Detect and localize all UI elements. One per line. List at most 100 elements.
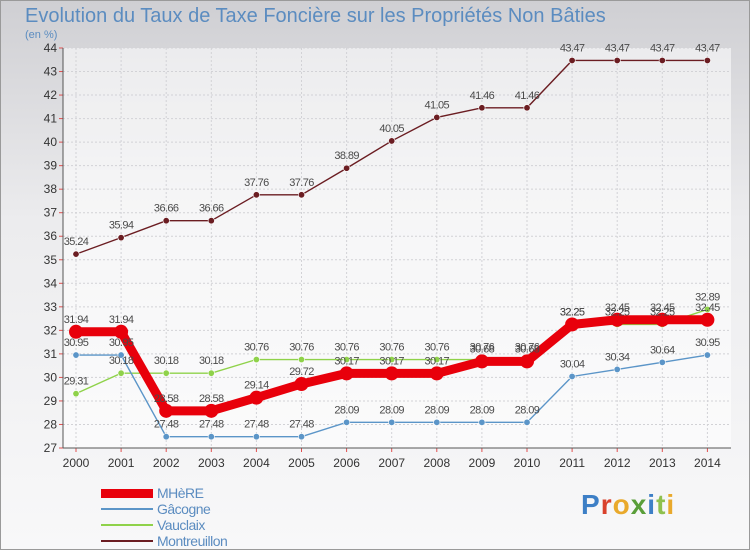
legend-label: Vauclaix <box>157 517 205 533</box>
data-label: 30.76 <box>379 342 404 354</box>
data-label: 38.89 <box>334 150 359 162</box>
point-series-1 <box>343 418 351 426</box>
point-series-1 <box>523 418 531 426</box>
legend-label: Montreuillon <box>157 533 228 549</box>
x-tick-label: 2005 <box>288 456 315 470</box>
point-series-1 <box>207 433 215 441</box>
point-series-1 <box>388 418 396 426</box>
data-label: 27.48 <box>199 419 224 431</box>
point-series-3 <box>388 137 396 145</box>
point-mhere <box>655 312 670 327</box>
x-tick-label: 2009 <box>469 456 496 470</box>
y-tick-label: 28 <box>44 417 58 431</box>
point-series-1 <box>703 351 711 359</box>
x-tick-label: 2012 <box>604 456 631 470</box>
x-tick-label: 2006 <box>333 456 360 470</box>
point-series-3 <box>297 191 305 199</box>
legend-item: Montreuillon <box>101 533 228 549</box>
unit-label: (en %) <box>25 29 58 41</box>
legend-item: MHèRE <box>101 485 227 501</box>
point-series-1 <box>658 358 666 366</box>
point-mhere <box>474 354 489 369</box>
point-mhere <box>429 366 444 381</box>
x-tick-label: 2011 <box>559 456 585 470</box>
point-mhere <box>610 312 625 327</box>
data-label: 28.09 <box>515 404 540 416</box>
point-series-1 <box>117 351 125 359</box>
point-series-3 <box>703 56 711 64</box>
data-label: 30.95 <box>695 337 720 349</box>
data-label: 30.95 <box>64 337 89 349</box>
data-label: 32.25 <box>560 306 585 318</box>
data-label: 31.94 <box>64 314 89 326</box>
legend-label: MHèRE <box>157 485 204 501</box>
data-label: 41.05 <box>425 99 450 111</box>
proxiti-logo: Proxiti <box>581 489 675 521</box>
point-series-2 <box>207 369 215 377</box>
data-label: 29.31 <box>64 376 89 388</box>
data-label: 30.76 <box>470 342 495 354</box>
data-label: 30.18 <box>199 355 224 367</box>
point-series-3 <box>117 234 125 242</box>
chart-title: Evolution du Taux de Taxe Foncière sur l… <box>25 5 606 27</box>
data-label: 30.76 <box>334 342 359 354</box>
y-tick-label: 32 <box>44 323 58 337</box>
legend-swatch <box>101 540 153 542</box>
point-series-1 <box>568 372 576 380</box>
point-series-3 <box>568 56 576 64</box>
data-label: 30.68 <box>515 343 540 355</box>
x-tick-label: 2013 <box>649 456 676 470</box>
y-tick-label: 43 <box>44 65 58 79</box>
legend-item: Vauclaix <box>101 517 227 533</box>
data-label: 32.45 <box>650 302 675 314</box>
point-mhere <box>294 377 309 391</box>
data-label: 32.25 <box>605 306 630 318</box>
point-series-2 <box>703 305 711 313</box>
data-label: 30.76 <box>515 342 540 354</box>
y-tick-label: 42 <box>44 88 58 102</box>
point-series-2 <box>297 356 305 364</box>
data-label: 30.76 <box>289 342 314 354</box>
data-label: 43.47 <box>560 42 585 54</box>
point-mhere <box>204 403 219 418</box>
data-label: 30.04 <box>560 358 585 370</box>
data-label: 28.09 <box>379 404 404 416</box>
point-mhere <box>69 324 83 339</box>
point-series-3 <box>433 113 441 121</box>
data-label: 32.89 <box>695 291 720 303</box>
point-series-1 <box>297 433 305 441</box>
x-tick-label: 2004 <box>243 456 270 470</box>
data-label: 30.95 <box>109 337 134 349</box>
y-tick-label: 31 <box>44 347 58 361</box>
logo-letter: P <box>581 489 601 520</box>
point-series-3 <box>523 104 531 112</box>
data-label: 29.72 <box>289 366 314 378</box>
point-mhere <box>114 324 129 339</box>
y-tick-label: 27 <box>44 441 58 455</box>
y-tick-label: 37 <box>44 206 58 220</box>
x-tick-label: 2007 <box>378 456 405 470</box>
data-label: 30.76 <box>244 342 269 354</box>
point-series-3 <box>478 104 486 112</box>
data-label: 28.58 <box>154 393 179 405</box>
point-series-3 <box>613 56 621 64</box>
data-label: 43.47 <box>605 42 630 54</box>
data-label: 30.68 <box>470 343 495 355</box>
legend: MHèRE Gâcogne Vauclaix Montreuillon <box>101 485 228 549</box>
logo-letter: i <box>666 489 676 520</box>
y-tick-label: 44 <box>44 41 58 55</box>
point-series-3 <box>162 217 170 225</box>
data-label: 41.46 <box>470 90 495 102</box>
point-series-3 <box>252 191 260 199</box>
point-series-1 <box>478 418 486 426</box>
logo-letter: r <box>600 489 613 520</box>
y-tick-label: 38 <box>44 182 58 196</box>
data-label: 27.48 <box>154 419 179 431</box>
y-tick-label: 36 <box>44 229 58 243</box>
y-tick-label: 34 <box>44 276 58 290</box>
data-label: 32.25 <box>650 306 675 318</box>
legend-label: Gâcogne <box>157 501 211 517</box>
point-series-2 <box>117 369 125 377</box>
point-series-1 <box>433 418 441 426</box>
